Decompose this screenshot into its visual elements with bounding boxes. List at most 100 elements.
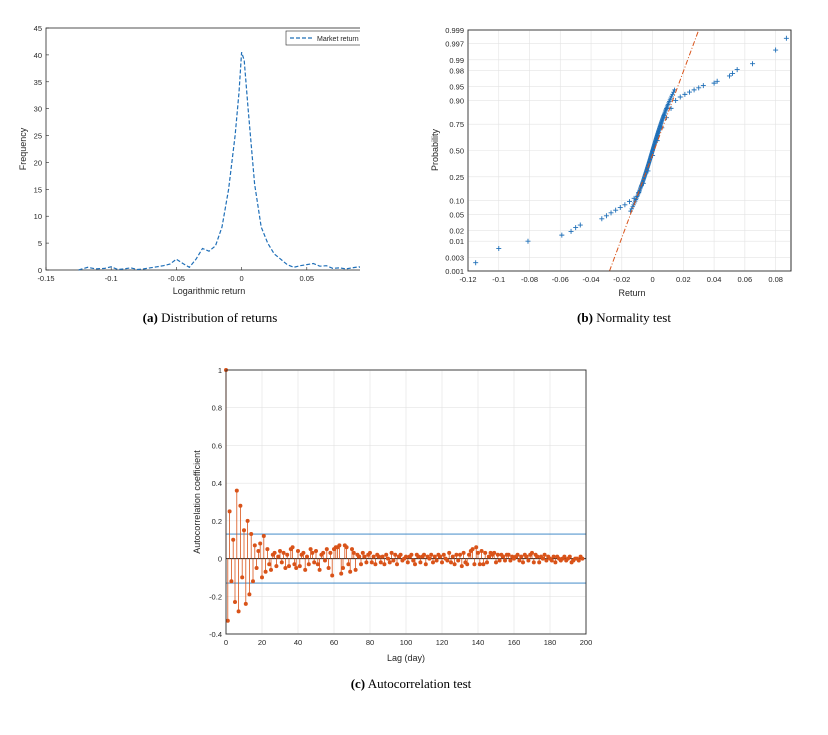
stem-marker-c [353, 567, 358, 572]
y-tick-label-b: 0.05 [449, 211, 464, 220]
data-point-b [714, 78, 720, 84]
x-tick-label-c: 0 [224, 638, 228, 647]
stem-marker-c [303, 567, 308, 572]
x-tick-label-c: 200 [580, 638, 593, 647]
data-point-b [603, 213, 609, 219]
stem-marker-c [387, 560, 392, 565]
y-tick-label-a: 45 [34, 24, 42, 33]
x-tick-label-c: 160 [508, 638, 521, 647]
legend-box-a [285, 30, 360, 46]
data-point-b [750, 61, 756, 67]
stem-marker-c [339, 571, 344, 576]
stem-marker-c [341, 566, 345, 570]
stem-marker-c [434, 558, 439, 563]
stem-marker-c [449, 560, 453, 565]
stem-marker-c [229, 579, 234, 584]
x-tick-label-b: -0.12 [459, 275, 476, 284]
stem-marker-c [495, 552, 500, 557]
stem-marker-c [404, 554, 408, 559]
legend-a: Market return [285, 30, 360, 46]
stem-marker-c [321, 550, 326, 555]
y-tick-label-a: 0 [38, 266, 42, 275]
x-tick-label-b: -0.02 [613, 275, 630, 284]
y-tick-label-a: 40 [34, 51, 42, 60]
data-point-b [734, 67, 740, 73]
stem-marker-c [297, 564, 302, 569]
stem-marker-c [245, 518, 250, 523]
stem-marker-c [506, 552, 511, 557]
stem-marker-c [492, 550, 497, 555]
stem-marker-c [440, 560, 444, 565]
data-point-b [677, 94, 683, 100]
y-tick-label-c: 0.4 [212, 479, 222, 488]
stem-marker-c [247, 592, 252, 597]
stem-marker-c [476, 550, 480, 555]
stem-marker-c [254, 566, 259, 570]
stem-marker-c [391, 558, 396, 563]
data-point-b [613, 207, 619, 213]
stem-marker-c [348, 569, 353, 574]
stem-marker-c [549, 558, 554, 563]
stem-marker-c [551, 554, 556, 559]
y-tick-label-a: 15 [34, 185, 42, 194]
stem-marker-c [515, 552, 520, 557]
stem-marker-c [445, 558, 450, 563]
stem-marker-c [359, 562, 363, 567]
stem-marker-c [411, 558, 416, 563]
x-tick-label-b: -0.08 [521, 275, 538, 284]
stem-marker-c [317, 567, 322, 572]
stem-marker-c [243, 601, 248, 606]
stem-marker-c [398, 552, 403, 557]
stem-marker-c [519, 554, 524, 559]
stem-marker-c [337, 543, 342, 548]
stem-marker-c [467, 552, 471, 557]
y-tick-label-b: 0.50 [449, 147, 464, 156]
y-tick-label-c: -0.2 [209, 592, 222, 601]
data-point-b [617, 204, 623, 210]
stem-marker-c [364, 560, 369, 565]
stem-marker-c [452, 562, 457, 567]
x-tick-label-b: -0.1 [492, 275, 505, 284]
stem-marker-c [310, 550, 315, 555]
y-tick-label-c: 0.8 [212, 404, 222, 413]
y-tick-label-c: 0.6 [212, 441, 222, 450]
data-point-b [673, 98, 679, 104]
stem-marker-c [357, 554, 362, 559]
stem-marker-c [283, 566, 288, 570]
x-tick-label-c: 100 [400, 638, 413, 647]
stem-marker-c [503, 558, 507, 563]
chart-normality-test: Probability Return 0.0010.0030.010.020.0… [430, 26, 792, 298]
xlabel-c: Lag (day) [387, 653, 425, 663]
stem-marker-c [236, 609, 241, 614]
stem-marker-c [351, 550, 356, 555]
plot-frame-c [225, 369, 587, 635]
y-tick-label-a: 10 [34, 212, 42, 221]
x-tick-label-a: -0.15 [37, 274, 54, 283]
stem-marker-c [344, 545, 349, 550]
stem-marker-c [272, 550, 277, 555]
stem-marker-c [242, 528, 246, 533]
y-tick-label-b: 0.90 [449, 97, 464, 106]
data-point-b [568, 228, 574, 234]
data-point-b [671, 89, 676, 95]
y-tick-label-b: 0.99 [449, 56, 464, 65]
stem-marker-c [312, 560, 317, 565]
data-point-b [700, 83, 706, 89]
stem-marker-c [274, 564, 279, 569]
stem-marker-c [389, 550, 394, 555]
stem-marker-c [384, 552, 389, 557]
stem-marker-c [315, 562, 320, 567]
stem-marker-c [458, 552, 462, 557]
stem-marker-c [256, 549, 261, 554]
data-point-b [686, 89, 692, 95]
stem-marker-c [438, 554, 443, 559]
caption-b-label: (b) [577, 310, 593, 325]
data-point-b [559, 232, 565, 238]
stem-marker-c [508, 558, 513, 563]
stem-marker-c [362, 554, 367, 559]
stem-marker-c [323, 558, 327, 563]
x-tick-label-b: 0 [650, 275, 654, 284]
stem-marker-c [231, 537, 236, 542]
stem-marker-c [477, 562, 482, 567]
stem-marker-c [459, 564, 464, 569]
